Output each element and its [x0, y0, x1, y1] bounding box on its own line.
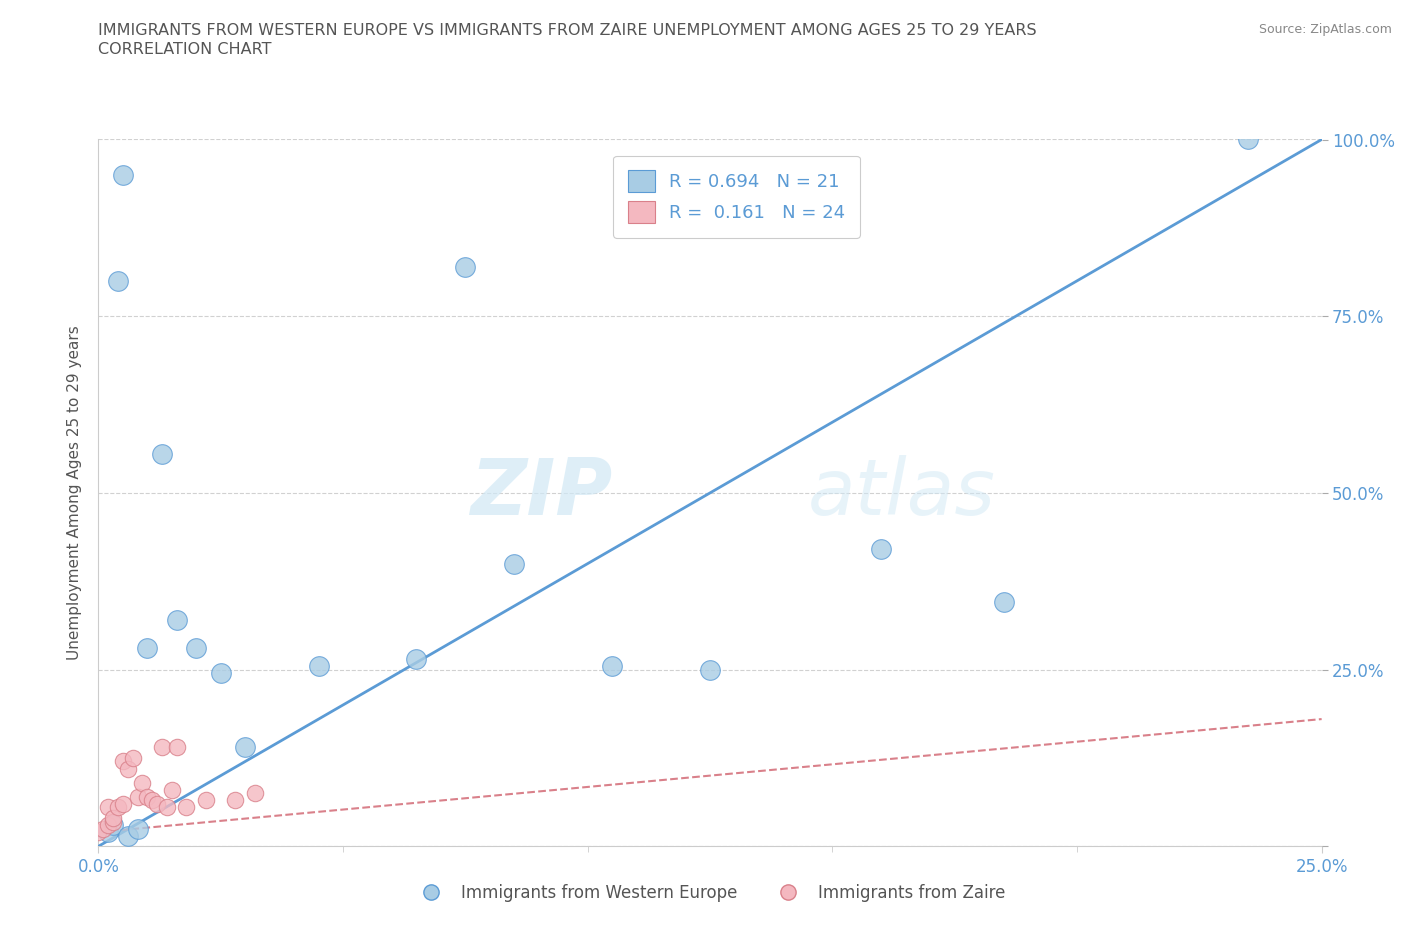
Point	[503, 556, 526, 571]
Point	[156, 800, 179, 815]
Point	[308, 658, 330, 673]
Point	[117, 829, 139, 844]
Point	[405, 652, 427, 667]
Point	[107, 273, 129, 288]
Point	[1237, 132, 1260, 147]
Point	[127, 821, 149, 836]
Point	[870, 542, 893, 557]
Point	[176, 800, 198, 815]
Point	[97, 825, 120, 840]
Text: IMMIGRANTS FROM WESTERN EUROPE VS IMMIGRANTS FROM ZAIRE UNEMPLOYMENT AMONG AGES : IMMIGRANTS FROM WESTERN EUROPE VS IMMIGR…	[98, 23, 1038, 38]
Point	[136, 641, 159, 656]
Point	[233, 740, 256, 755]
Point	[993, 595, 1015, 610]
Y-axis label: Unemployment Among Ages 25 to 29 years: Unemployment Among Ages 25 to 29 years	[67, 326, 83, 660]
Point	[150, 446, 173, 461]
Point	[101, 811, 124, 826]
Point	[97, 817, 120, 832]
Point	[141, 793, 163, 808]
Point	[166, 740, 188, 755]
Text: ZIP: ZIP	[470, 455, 612, 531]
Point	[150, 740, 173, 755]
Point	[107, 800, 129, 815]
Point	[136, 790, 159, 804]
Point	[224, 793, 246, 808]
Point	[91, 821, 114, 836]
Point	[160, 782, 183, 797]
Point	[121, 751, 143, 765]
Point	[111, 167, 134, 182]
Point	[111, 754, 134, 769]
Point	[127, 790, 149, 804]
Point	[166, 613, 188, 628]
Point	[195, 793, 218, 808]
Point	[186, 641, 208, 656]
Legend: Immigrants from Western Europe, Immigrants from Zaire: Immigrants from Western Europe, Immigran…	[408, 877, 1012, 909]
Point	[454, 259, 477, 274]
Point	[209, 666, 232, 681]
Text: CORRELATION CHART: CORRELATION CHART	[98, 42, 271, 57]
Point	[97, 800, 120, 815]
Point	[101, 817, 124, 832]
Point	[131, 776, 153, 790]
Point	[111, 796, 134, 811]
Point	[146, 796, 169, 811]
Point	[117, 761, 139, 776]
Text: Source: ZipAtlas.com: Source: ZipAtlas.com	[1258, 23, 1392, 36]
Text: atlas: atlas	[808, 455, 995, 531]
Point	[101, 814, 124, 829]
Point	[243, 786, 266, 801]
Point	[699, 662, 721, 677]
Point	[87, 825, 110, 840]
Point	[600, 658, 623, 673]
